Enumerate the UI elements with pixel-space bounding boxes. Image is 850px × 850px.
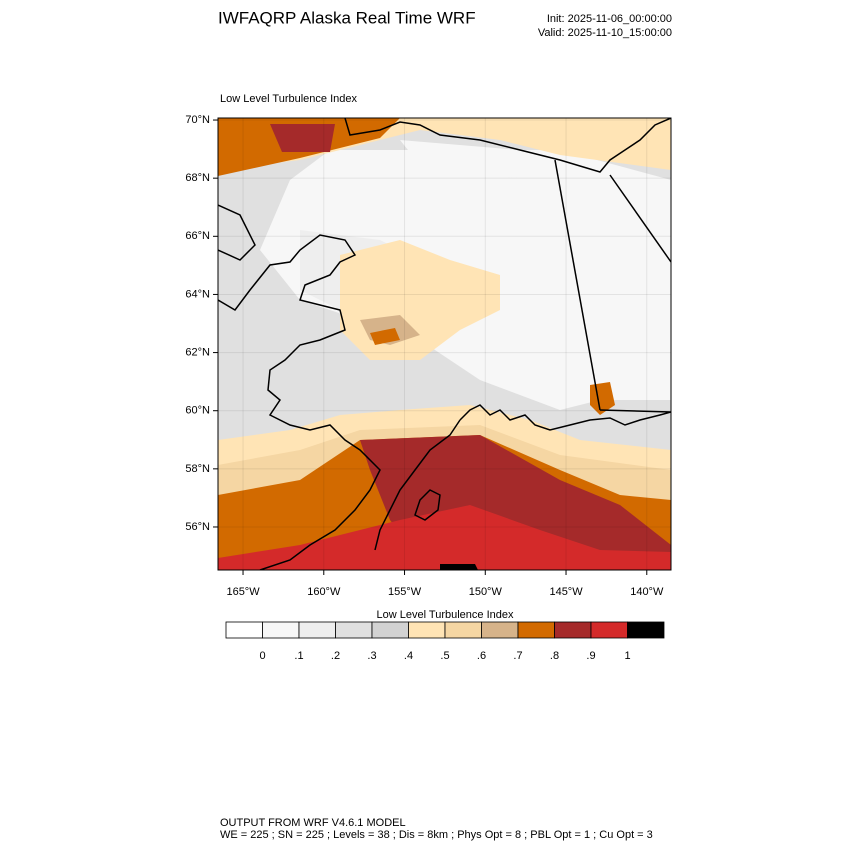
colorbar-title: Low Level Turbulence Index [377,609,514,621]
field-region [440,564,478,570]
footer-line: OUTPUT FROM WRF V4.6.1 MODEL [220,817,406,829]
colorbar-label: .2 [331,650,340,662]
colorbar-label: .1 [294,650,303,662]
valid-time: Valid: 2025-11-10_15:00:00 [538,27,672,39]
colorbar-box [444,621,482,639]
colorbar-label: .9 [586,650,595,662]
plot-label: Low Level Turbulence Index [220,93,357,105]
colorbar-box [371,621,409,639]
colorbar-label: .3 [367,650,376,662]
colorbar-label: 0 [259,650,265,662]
colorbar-box [262,621,300,639]
colorbar-label: 1 [624,650,630,662]
colorbar-box [408,621,446,639]
colorbar-box [590,621,628,639]
colorbar-box [481,621,519,639]
x-tick-label: 165°W [226,586,260,598]
footer-line: WE = 225 ; SN = 225 ; Levels = 38 ; Dis … [220,829,653,841]
field-region [270,124,335,152]
colorbar-box [554,621,592,639]
field-region [370,328,400,345]
colorbar-box [517,621,555,639]
colorbar-label: .6 [477,650,486,662]
title: IWFAQRP Alaska Real Time WRF [218,8,476,27]
init-time: Init: 2025-11-06_00:00:00 [547,13,672,25]
map-field [218,118,671,570]
x-tick-label: 145°W [549,586,583,598]
field-region [218,405,671,540]
y-tick-label: 58°N [185,463,210,475]
y-tick-label: 60°N [185,405,210,417]
y-tick-label: 64°N [185,288,210,300]
colorbar-box [298,621,336,639]
y-tick-label: 70°N [185,114,210,126]
colorbar-box [335,621,373,639]
field-region [218,505,671,570]
x-tick-label: 155°W [388,586,422,598]
colorbar-label: .4 [404,650,413,662]
y-tick-label: 68°N [185,172,210,184]
y-tick-label: 62°N [185,346,210,358]
x-tick-label: 160°W [307,586,341,598]
colorbar-box [225,621,263,639]
y-tick-label: 56°N [185,521,210,533]
colorbar-box [627,621,665,639]
colorbar-label: .8 [550,650,559,662]
x-tick-label: 150°W [469,586,503,598]
map-frame [217,117,672,571]
field-region [218,425,671,525]
y-tick-label: 66°N [185,230,210,242]
x-tick-label: 140°W [630,586,664,598]
colorbar-label: .7 [513,650,522,662]
colorbar-label: .5 [440,650,449,662]
coastlines [218,118,671,570]
